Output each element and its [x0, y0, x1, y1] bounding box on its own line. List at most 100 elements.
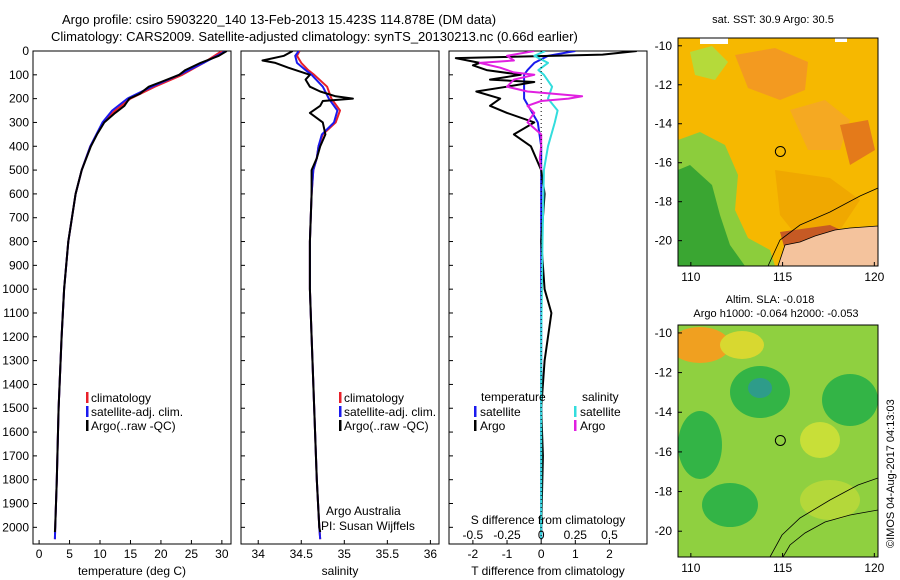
temperature-xtick-label: 20: [154, 547, 168, 561]
sst-nodata-patch: [700, 38, 728, 44]
depth-tick-label: 800: [9, 235, 29, 249]
salinity-line-argo: [261, 51, 354, 533]
difference-xtick-label: 0: [538, 547, 545, 561]
depth-tick-label: 700: [9, 211, 29, 225]
sst-bathymetry-contour: [767, 187, 878, 266]
map-xtick-label: 110: [681, 561, 700, 575]
map-ytick-label: -16: [655, 156, 673, 170]
salinity-legend: climatology satellite-adj. clim. Argo(..…: [339, 391, 436, 433]
legend-swatch-s-satellite: [574, 406, 577, 417]
map-ytick-label: -20: [655, 524, 673, 538]
temperature-chart: 0 5 10 15 20 25 30: [36, 51, 229, 561]
depth-tick-label: 1000: [2, 282, 29, 296]
legend-title-salinity: salinity: [582, 390, 619, 404]
difference-t-xlabel: T difference from climatology: [471, 564, 625, 578]
sst-orange-south: [775, 170, 860, 240]
legend-swatch-satellite: [86, 406, 89, 417]
depth-tick-label: 200: [9, 92, 29, 106]
difference-s-tick-label: -0.5: [463, 528, 484, 542]
sla-bathymetry-contour: [769, 477, 878, 557]
depth-tick-label: 600: [9, 187, 29, 201]
legend-label-argo: Argo(..raw -QC): [344, 419, 429, 433]
figure-title-line1: Argo profile: csiro 5903220_140 13-Feb-2…: [62, 12, 497, 27]
legend-swatch-satellite: [339, 406, 342, 417]
depth-tick-label: 1100: [3, 306, 29, 320]
depth-tick-label: 500: [9, 163, 29, 177]
depth-tick-label: 1300: [2, 354, 29, 368]
sla-yellow-high: [720, 331, 764, 359]
sst-orange-north: [735, 48, 808, 100]
depth-tick-label: 100: [9, 68, 29, 82]
salinity-xtick-label: 34: [252, 547, 266, 561]
map-ytick-label: -18: [655, 485, 673, 499]
sla-green-low-east: [822, 374, 878, 426]
sst-argo-location-marker: [774, 145, 786, 157]
legend-label-argo: Argo(..raw -QC): [91, 419, 176, 433]
sla-green-low-south: [702, 483, 758, 527]
difference-series-group: [454, 51, 637, 540]
sst-map-title: sat. SST: 30.9 Argo: 30.5: [712, 14, 834, 26]
map-ytick-label: -12: [655, 366, 673, 380]
legend-swatch-s-argo: [574, 420, 577, 431]
depth-tick-label: 1400: [2, 377, 29, 391]
map-ytick-label: -12: [655, 78, 673, 92]
map-xtick-label: 115: [773, 270, 792, 284]
sla-map: [678, 325, 878, 557]
depth-tick-label: 1600: [2, 425, 29, 439]
depth-tick-label: 300: [9, 115, 29, 129]
salinity-chart: 34 34.5 35 35.5 36: [252, 51, 437, 561]
figure-title-line2: Climatology: CARS2009. Satellite-adjuste…: [51, 29, 578, 44]
difference-line-t-argo: [454, 51, 637, 533]
legend-label-t-argo: Argo: [480, 419, 506, 433]
legend-label-s-satellite: satellite: [580, 405, 621, 419]
difference-s-tick-label: 0.5: [601, 528, 618, 542]
imos-credit: ©IMOS 04-Aug-2017 04:13:03: [885, 399, 897, 548]
map-xtick-label: 120: [864, 270, 884, 284]
difference-xtick-label: -2: [468, 547, 479, 561]
salinity-xtick-label: 35.5: [376, 547, 400, 561]
difference-s-tick-label: 0.25: [564, 528, 588, 542]
float-credit-line1: Argo Australia: [326, 504, 401, 518]
depth-tick-label: 400: [9, 139, 29, 153]
legend-swatch-argo: [86, 420, 89, 431]
depth-axis: 0 100 200 300 400 500 600 700 800 900 1000 1100 1200…: [2, 44, 453, 534]
depth-tick-label: 1900: [2, 497, 29, 511]
sst-map-frame: [677, 37, 879, 267]
depth-tick-label: 2000: [2, 520, 29, 534]
salinity-xtick-label: 35: [338, 547, 352, 561]
sla-teal-low: [748, 378, 772, 398]
difference-line-s-argo: [478, 51, 584, 171]
legend-label-t-satellite: satellite: [480, 405, 521, 419]
legend-label-s-argo: Argo: [580, 419, 606, 433]
temperature-xtick-label: 0: [36, 547, 43, 561]
sla-orange-high: [678, 327, 730, 363]
legend-swatch-t-satellite: [474, 406, 477, 417]
temperature-xtick-label: 10: [93, 547, 107, 561]
legend-swatch-climatology: [339, 392, 342, 403]
legend-label-satellite: satellite-adj. clim.: [91, 405, 183, 419]
difference-line-s-satellite: [533, 51, 559, 540]
sla-argo-location-marker: [774, 434, 786, 446]
temperature-line-climatology: [53, 51, 223, 540]
depth-tick-label: 1200: [2, 330, 29, 344]
salinity-xtick-label: 34.5: [290, 547, 314, 561]
sla-map-title: Altim. SLA: -0.018: [726, 294, 815, 306]
salinity-panel-frame: [240, 50, 440, 545]
difference-xtick-label: 1: [572, 547, 579, 561]
temperature-xtick-label: 15: [124, 547, 138, 561]
sst-map: [678, 38, 878, 266]
map-xtick-label: 120: [864, 561, 884, 575]
map-ytick-label: -16: [655, 445, 673, 459]
sla-map-subtitle: Argo h1000: -0.064 h2000: -0.053: [693, 308, 858, 320]
sla-map-frame: [677, 324, 879, 558]
map-xtick-label: 115: [773, 561, 792, 575]
temperature-line-argo: [53, 51, 228, 533]
difference-xtick-label: -1: [502, 547, 513, 561]
map-xtick-label: 110: [681, 270, 700, 284]
sla-map-axes: 110 115 120 -10 -12 -14 -16 -18 -20: [655, 326, 885, 575]
legend-label-climatology: climatology: [91, 391, 151, 405]
difference-s-xlabel: S difference from climatology: [471, 513, 626, 527]
temperature-line-satellite: [53, 51, 227, 540]
